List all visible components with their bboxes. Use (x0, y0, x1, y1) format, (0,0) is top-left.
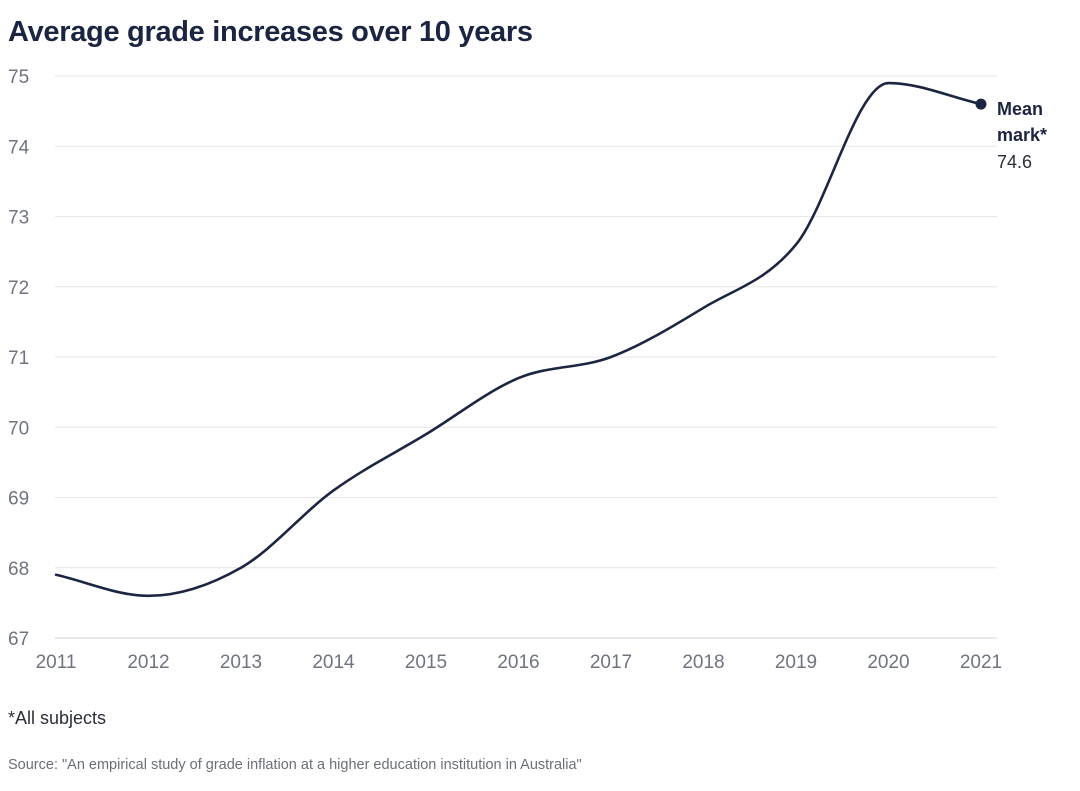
x-tick-label: 2017 (590, 652, 632, 673)
end-label-value: 74.6 (997, 152, 1032, 172)
footnote: *All subjects (8, 708, 107, 728)
series-mean-mark (54, 81, 987, 598)
x-tick-label: 2019 (775, 652, 817, 673)
x-tick-label: 2012 (127, 652, 169, 673)
chart-title: Average grade increases over 10 years (8, 16, 533, 48)
end-label-name-line1: Mean (997, 99, 1043, 119)
x-tick-label: 2011 (36, 652, 77, 673)
y-tick-label: 74 (8, 137, 30, 158)
y-axis-ticks: 67 68 69 70 71 72 73 74 75 (8, 67, 30, 650)
end-point-marker (975, 98, 987, 110)
x-tick-label: 2016 (497, 652, 539, 673)
x-tick-label: 2015 (405, 652, 447, 673)
y-tick-label: 71 (8, 348, 29, 369)
series-line-mean-mark (54, 81, 983, 598)
x-tick-label: 2014 (312, 652, 355, 673)
end-label-name-line2: mark* (997, 125, 1047, 145)
x-tick-label: 2020 (867, 652, 909, 673)
y-tick-label: 67 (8, 629, 29, 650)
y-tick-label: 68 (8, 559, 29, 580)
x-tick-label: 2018 (682, 652, 724, 673)
y-tick-label: 70 (8, 418, 29, 439)
x-axis-ticks: 2011 2012 2013 2014 2015 2016 2017 2018 2019 2020… (36, 652, 1003, 673)
y-tick-label: 73 (8, 208, 29, 229)
source-note: Source: "An empirical study of grade inf… (8, 757, 582, 773)
y-tick-label: 75 (8, 67, 29, 88)
y-tick-label: 72 (8, 278, 29, 299)
x-tick-label: 2021 (960, 652, 1002, 673)
gridlines (55, 75, 997, 639)
end-label: Mean mark* 74.6 (997, 99, 1047, 172)
x-tick-label: 2013 (220, 652, 262, 673)
y-tick-label: 69 (8, 489, 29, 510)
